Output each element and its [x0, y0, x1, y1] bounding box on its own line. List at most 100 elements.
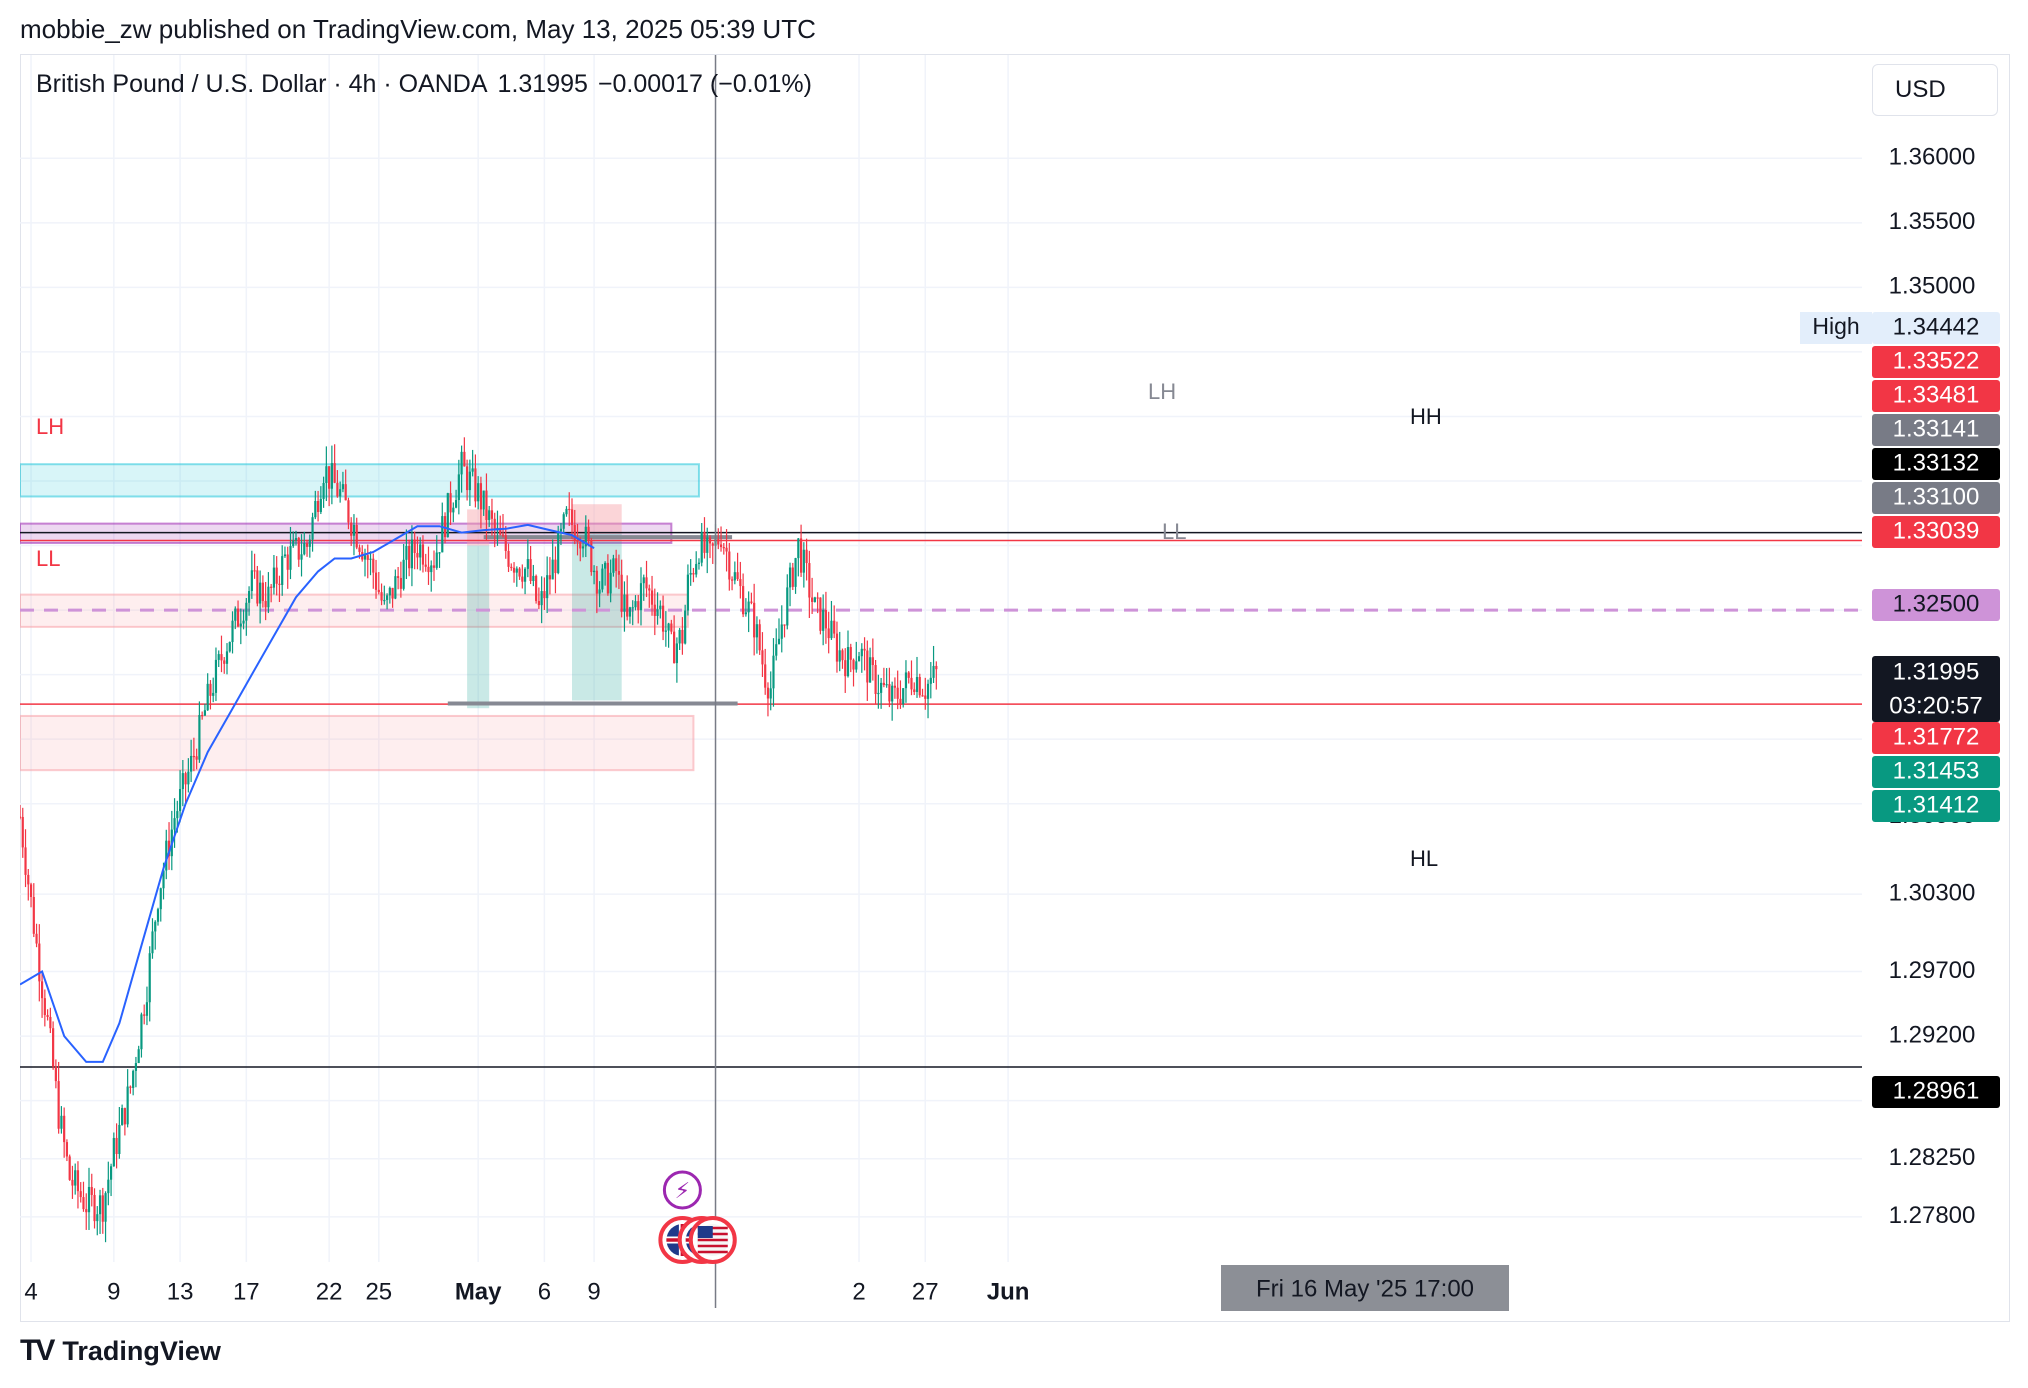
- candle-up[interactable]: [325, 466, 328, 483]
- candle-down[interactable]: [32, 897, 35, 934]
- candle-down[interactable]: [399, 577, 402, 589]
- candle-up[interactable]: [777, 638, 781, 645]
- candle-down[interactable]: [463, 451, 466, 467]
- candle-up[interactable]: [369, 558, 372, 560]
- candle-up[interactable]: [667, 623, 670, 631]
- candle-up[interactable]: [802, 549, 805, 573]
- candle-down[interactable]: [711, 543, 714, 546]
- candle-down[interactable]: [115, 1137, 118, 1155]
- candle-down[interactable]: [579, 541, 582, 549]
- candle-up[interactable]: [584, 526, 587, 547]
- candle-up[interactable]: [225, 651, 229, 664]
- candle-down[interactable]: [736, 572, 739, 580]
- candle-down[interactable]: [493, 518, 496, 531]
- candle-up[interactable]: [452, 507, 455, 513]
- candle-up[interactable]: [303, 543, 306, 555]
- candle-up[interactable]: [339, 489, 342, 497]
- candle-up[interactable]: [165, 840, 168, 871]
- candle-down[interactable]: [849, 647, 852, 660]
- candle-up[interactable]: [675, 643, 678, 664]
- candle-up[interactable]: [523, 568, 527, 582]
- candle-down[interactable]: [336, 482, 339, 497]
- candle-up[interactable]: [780, 624, 783, 639]
- candle-up[interactable]: [388, 587, 391, 596]
- candle-up[interactable]: [435, 552, 438, 568]
- candle-up[interactable]: [272, 567, 276, 588]
- candle-up[interactable]: [904, 672, 908, 689]
- candle-up[interactable]: [794, 558, 797, 587]
- candle-down[interactable]: [278, 583, 281, 585]
- candle-up[interactable]: [932, 665, 935, 678]
- candle-down[interactable]: [347, 500, 350, 523]
- candle-up[interactable]: [551, 559, 554, 580]
- candle-up[interactable]: [311, 517, 314, 540]
- candle-up[interactable]: [87, 1186, 91, 1213]
- candle-down[interactable]: [192, 755, 195, 758]
- candle-up[interactable]: [515, 568, 518, 573]
- candle-down[interactable]: [256, 570, 259, 604]
- candle-up[interactable]: [540, 591, 543, 606]
- candle-up[interactable]: [634, 601, 637, 608]
- candle-down[interactable]: [275, 567, 278, 584]
- moving-average-line[interactable]: [20, 523, 595, 1063]
- candle-down[interactable]: [907, 672, 910, 678]
- candle-down[interactable]: [719, 544, 723, 548]
- candle-up[interactable]: [206, 683, 209, 711]
- candle-down[interactable]: [253, 570, 256, 572]
- candle-down[interactable]: [841, 650, 844, 661]
- candle-down[interactable]: [490, 510, 494, 519]
- candle-down[interactable]: [449, 493, 452, 513]
- candle-down[interactable]: [764, 664, 767, 688]
- candle-up[interactable]: [107, 1179, 110, 1194]
- candle-down[interactable]: [728, 551, 731, 580]
- candle-down[interactable]: [595, 570, 598, 594]
- candle-down[interactable]: [888, 684, 891, 702]
- candle-up[interactable]: [695, 564, 698, 575]
- candle-down[interactable]: [761, 650, 764, 665]
- candle-down[interactable]: [377, 589, 380, 593]
- candle-down[interactable]: [427, 566, 430, 573]
- candle-up[interactable]: [292, 540, 295, 547]
- candle-up[interactable]: [880, 682, 883, 693]
- candle-up[interactable]: [145, 1002, 149, 1016]
- candle-down[interactable]: [766, 687, 770, 699]
- candle-down[interactable]: [554, 559, 557, 574]
- candle-up[interactable]: [659, 605, 662, 610]
- candle-down[interactable]: [355, 525, 358, 548]
- candle-down[interactable]: [827, 628, 830, 639]
- candle-up[interactable]: [775, 644, 778, 656]
- candle-down[interactable]: [305, 543, 309, 547]
- candle-down[interactable]: [512, 567, 516, 573]
- candle-down[interactable]: [844, 660, 847, 677]
- candle-up[interactable]: [118, 1124, 121, 1155]
- candle-down[interactable]: [286, 554, 289, 570]
- candle-up[interactable]: [319, 498, 322, 512]
- candle-down[interactable]: [615, 558, 618, 572]
- candle-down[interactable]: [645, 577, 648, 589]
- candle-up[interactable]: [642, 577, 645, 584]
- position-left-target[interactable]: [467, 545, 490, 709]
- candle-down[interactable]: [49, 1016, 52, 1029]
- candle-up[interactable]: [322, 482, 325, 499]
- candle-down[interactable]: [82, 1197, 85, 1210]
- candle-up[interactable]: [289, 546, 292, 570]
- candle-up[interactable]: [562, 514, 565, 529]
- candle-down[interactable]: [19, 816, 22, 818]
- candle-up[interactable]: [250, 570, 253, 592]
- candle-up[interactable]: [178, 789, 182, 812]
- candle-up[interactable]: [902, 688, 905, 705]
- candle-up[interactable]: [126, 1086, 129, 1125]
- candle-up[interactable]: [430, 565, 433, 573]
- candle-down[interactable]: [344, 484, 347, 501]
- candle-up[interactable]: [134, 1063, 138, 1071]
- candle-up[interactable]: [402, 559, 405, 589]
- candle-up[interactable]: [239, 623, 242, 627]
- candle-down[interactable]: [416, 552, 419, 558]
- candle-down[interactable]: [21, 816, 24, 848]
- candle-up[interactable]: [468, 471, 471, 491]
- candle-down[interactable]: [35, 933, 38, 944]
- candle-up[interactable]: [546, 575, 549, 599]
- candle-up[interactable]: [98, 1195, 102, 1215]
- candle-down[interactable]: [590, 540, 593, 573]
- candle-up[interactable]: [187, 771, 190, 785]
